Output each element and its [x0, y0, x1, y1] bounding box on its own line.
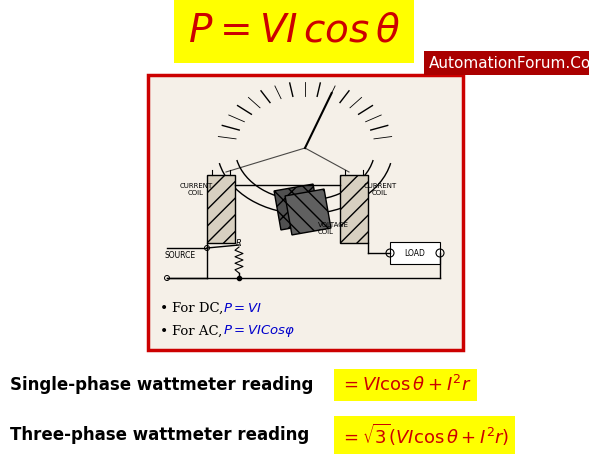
Bar	[207, 175, 235, 243]
Text: •: •	[160, 301, 168, 315]
Text: AutomationForum.Co: AutomationForum.Co	[429, 55, 589, 70]
Text: $P = VI$: $P = VI$	[223, 302, 262, 315]
Bar	[340, 175, 368, 243]
Text: Single-phase wattmeter reading: Single-phase wattmeter reading	[10, 376, 313, 394]
Polygon shape	[285, 189, 331, 235]
Bar	[148, 75, 463, 350]
Text: R: R	[236, 239, 242, 247]
Text: Three-phase wattmeter reading: Three-phase wattmeter reading	[10, 426, 309, 444]
Text: LOAD: LOAD	[405, 248, 425, 258]
Text: $P = VI\,cos\,\theta$: $P = VI\,cos\,\theta$	[188, 11, 400, 49]
Bar	[390, 242, 440, 264]
Text: $= VI\cos\theta + I^2r$: $= VI\cos\theta + I^2r$	[340, 375, 471, 395]
Text: $= \sqrt{3}(VI\cos\theta + I^2r)$: $= \sqrt{3}(VI\cos\theta + I^2r)$	[340, 422, 509, 448]
Text: CURRENT
COIL: CURRENT COIL	[180, 183, 213, 196]
Text: For AC,: For AC,	[172, 324, 227, 337]
Text: VOLTAGE
COIL: VOLTAGE COIL	[318, 222, 349, 235]
Text: For DC,: For DC,	[172, 302, 227, 315]
Text: •: •	[160, 324, 168, 338]
Text: SOURCE: SOURCE	[164, 251, 196, 260]
Text: $P = VICos\varphi$: $P = VICos\varphi$	[223, 323, 295, 339]
Polygon shape	[274, 184, 320, 230]
Text: CURRENT
COIL: CURRENT COIL	[363, 183, 396, 196]
